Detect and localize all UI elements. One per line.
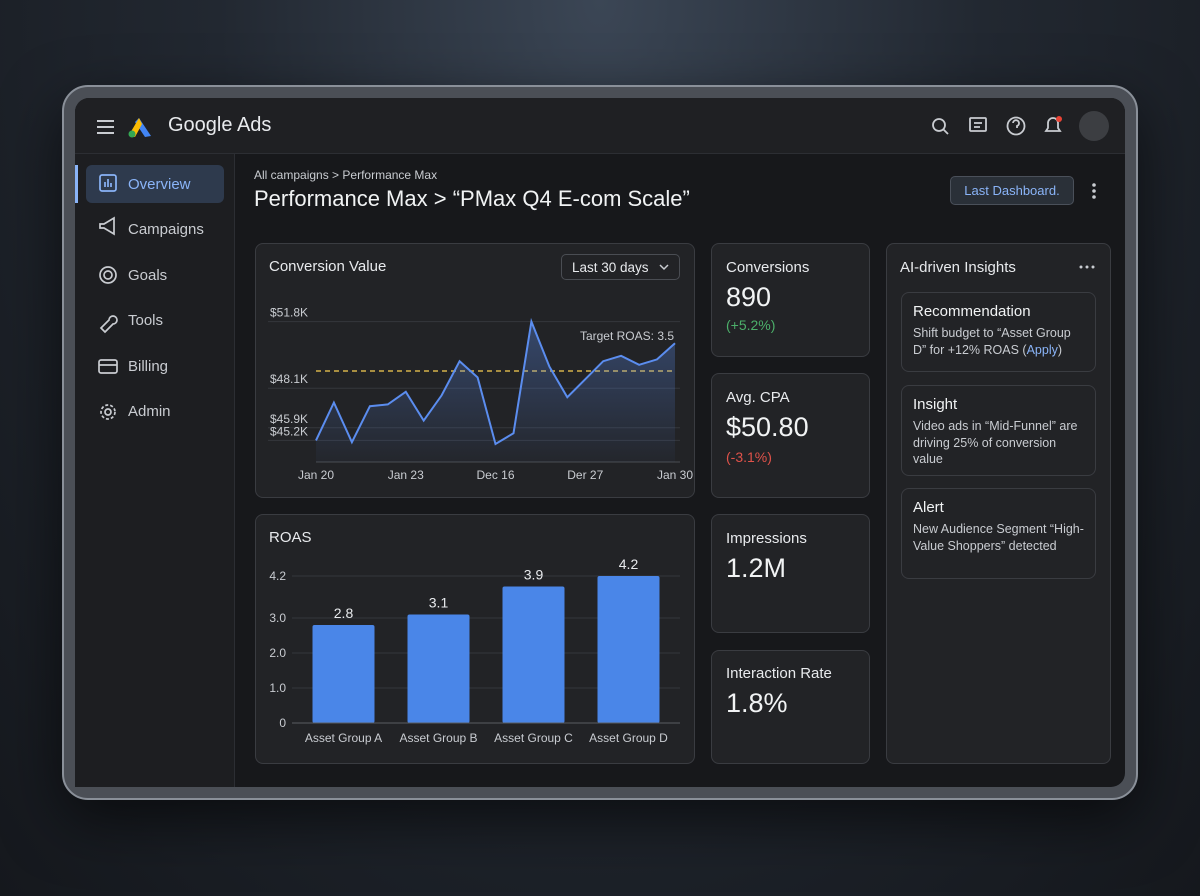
nav-icons [98, 174, 118, 420]
annotation: Target ROAS: 3.5 [580, 329, 674, 343]
insight-text: New Audience Segment “High-Value Shopper… [913, 522, 1084, 553]
kpi-value: 1.2M [726, 553, 787, 583]
brand: Google Ads [168, 114, 272, 136]
breadcrumb: All campaigns > Performance Max [254, 168, 437, 182]
insights-title: AI-driven Insights [900, 259, 1016, 276]
chart-title: Conversion Value [269, 258, 387, 275]
x-tick-label: Der 27 [567, 468, 603, 482]
more-menu[interactable] [1088, 181, 1100, 201]
kpi-value: 1.8% [726, 688, 788, 718]
x-tick-label: Dec 16 [476, 468, 514, 482]
breadcrumb-current: Performance Max [342, 168, 438, 182]
y-tick-label: 4.2 [269, 569, 286, 583]
bar [312, 625, 375, 723]
apply-link[interactable]: Apply [1026, 342, 1058, 357]
insight-card: Alert New Audience Segment “High-Value S… [901, 488, 1096, 579]
chevron [659, 264, 669, 271]
x-tick-label: Asset Group A [305, 731, 382, 745]
active-indicator [75, 165, 78, 203]
insight-card: Recommendation Shift budget to “Asset Gr… [901, 292, 1096, 372]
insight-text: Shift budget to “Asset Group D” for +12%… [913, 325, 1085, 358]
nav-item[interactable]: Admin [128, 402, 171, 420]
insight-body: Shift budget to “Asset Group D” for +12%… [913, 326, 1071, 357]
kpi-label: Interaction Rate [726, 665, 832, 682]
y-tick-label: 1.0 [269, 681, 286, 695]
insight-card: Insight Video ads in “Mid-Funnel” are dr… [901, 385, 1096, 476]
line [315, 317, 676, 446]
x-tick-label: Jan 23 [388, 468, 424, 482]
y-tick-label: 3.0 [269, 611, 286, 625]
kpi-card: Conversions 890 (+5.2%) [711, 243, 870, 357]
y-tick-label: $48.1K [270, 372, 308, 386]
kpi-label: Conversions [726, 259, 810, 276]
nav-item[interactable]: Billing [128, 357, 169, 375]
x-tick-label: Jan 30 [657, 468, 693, 482]
y-tick-label: 2.0 [269, 646, 286, 660]
campaign-name: “PMax Q4 E-com Scale” [452, 186, 690, 211]
insight-text: Video ads in “Mid-Funnel” are driving 25… [913, 419, 1078, 466]
x-tick-label: Asset Group C [494, 731, 573, 745]
insight-body-end: ) [1057, 342, 1063, 357]
separator: > [328, 168, 343, 182]
kpi-value: $50.80 [726, 412, 809, 442]
area [316, 321, 675, 462]
page-title: Performance Max > “PMax Q4 E-com Scale” [254, 186, 690, 212]
data-label: 3.9 [524, 567, 544, 583]
data-label: 4.2 [619, 556, 639, 572]
insight-title: Alert [913, 499, 944, 516]
insight-title: Insight [913, 396, 958, 413]
data-label: 3.1 [429, 595, 449, 611]
bar [502, 586, 565, 723]
campaign-type: Performance Max [254, 186, 428, 211]
kpi-card: Avg. CPA $50.80 (-3.1%) [711, 373, 870, 498]
top-bar [75, 98, 1125, 154]
nav-item[interactable]: Goals [128, 266, 168, 284]
date-range: Last 30 days [572, 260, 649, 275]
y-tick-label: 0 [279, 716, 286, 730]
bar [597, 576, 660, 723]
line-chart: $51.8K $45.9K $48.1K $45.2K Target ROAS: 3.5… [268, 306, 693, 482]
y-tick-label: $45.2K [270, 424, 308, 438]
bar-chart: 0 1.0 2.0 3.0 4.2 2.8 Asset Group A 3.1 Asset Gr… [269, 556, 680, 745]
sidebar [75, 154, 235, 787]
x-tick-label: Jan 20 [298, 468, 334, 482]
insights-menu[interactable] [1078, 261, 1096, 273]
kpi-card: Impressions 1.2M [711, 514, 870, 633]
nav-item[interactable]: Tools [128, 311, 164, 329]
y-tick-label: $45.9K [270, 412, 308, 426]
kpi-value: 890 [726, 282, 772, 312]
breadcrumb-link[interactable]: All campaigns [254, 168, 329, 182]
logo [97, 118, 151, 138]
kpi-label: Impressions [726, 530, 807, 547]
kpi-label: Avg. CPA [726, 389, 790, 406]
data-label: 2.8 [334, 605, 354, 621]
nav-item[interactable]: Campaigns [128, 220, 204, 238]
bar [407, 614, 470, 723]
dashboard-button[interactable]: Last Dashboard. [950, 176, 1074, 205]
chart-title: ROAS [269, 529, 312, 546]
x-tick-label: Asset Group D [589, 731, 668, 745]
nav-item[interactable]: Overview [86, 165, 224, 203]
y-tick-label: $51.8K [270, 306, 308, 320]
header-icons [932, 111, 1109, 141]
kpi-change: (+5.2%) [726, 317, 776, 333]
kpi-change: (-3.1%) [726, 449, 772, 465]
separator: > [427, 186, 453, 211]
x-tick-label: Asset Group B [399, 731, 477, 745]
kpi-card: Interaction Rate 1.8% [711, 650, 870, 764]
insight-title: Recommendation [913, 303, 1031, 320]
date-range-select[interactable]: Last 30 days [561, 254, 680, 280]
